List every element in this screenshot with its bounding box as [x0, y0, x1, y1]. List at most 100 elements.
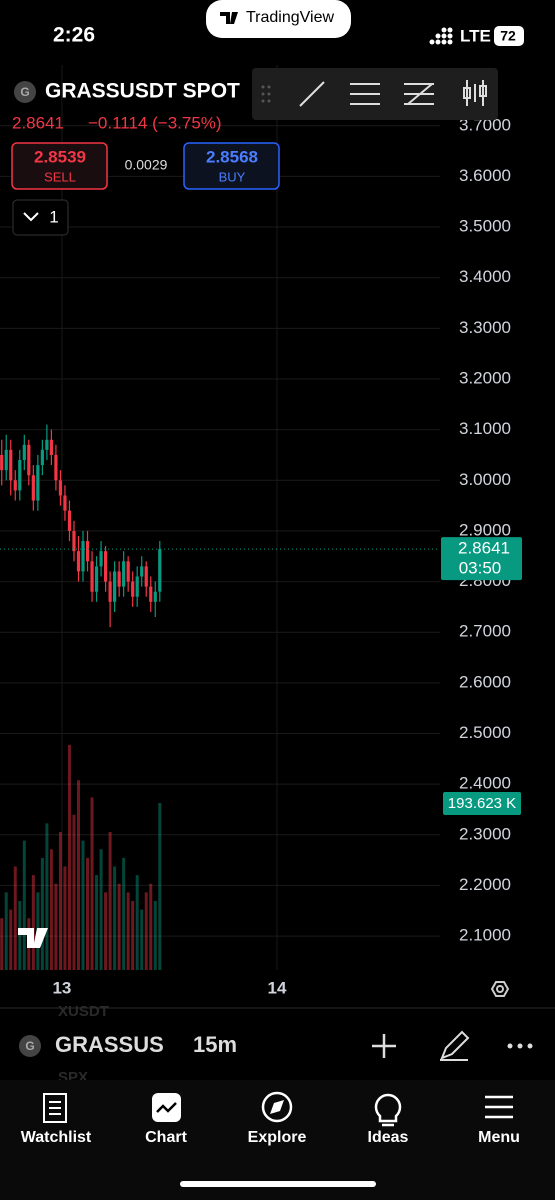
candle-tool[interactable] [463, 80, 487, 106]
fib-tool[interactable] [350, 83, 380, 105]
candle-body [85, 541, 90, 562]
candle-body [0, 454, 4, 471]
y-tick-label: 3.0000 [459, 470, 511, 489]
candle-body [153, 591, 157, 602]
volume-bar [144, 892, 148, 970]
candle-body [140, 566, 144, 577]
sell-label: SELL [44, 169, 76, 184]
candle-body [108, 581, 112, 602]
toolbar-handle [261, 85, 271, 103]
candle-body [45, 439, 49, 450]
volume-bar [13, 866, 17, 970]
candle-body [18, 460, 22, 491]
volume-bar [49, 849, 53, 970]
volume-bar [95, 875, 99, 970]
volume-bar [117, 883, 121, 970]
volume-bar [76, 780, 80, 970]
last-price: 2.8641 [12, 113, 64, 132]
candle-body [54, 454, 58, 481]
y-tick-label: 2.6000 [459, 672, 511, 691]
sell-price: 2.8539 [34, 147, 86, 166]
explore-icon [261, 1091, 293, 1123]
y-tick-label: 3.7000 [459, 115, 511, 134]
candle-body [13, 480, 17, 491]
symbol-button[interactable]: GRASSUS [55, 1032, 164, 1057]
volume-bar [131, 900, 135, 970]
volume-bar [126, 892, 130, 970]
symbol-icon-letter: G [25, 1039, 34, 1053]
network: LTE [460, 26, 491, 45]
battery [494, 26, 524, 46]
symbol-name: GRASSUSDT SPOT [45, 80, 240, 103]
menu-icon [485, 1095, 513, 1119]
buy-label: BUY [219, 169, 246, 184]
last-price-label: 2.8641 [458, 539, 510, 558]
x-tick-label: 14 [268, 978, 287, 997]
candle-body [135, 576, 139, 597]
volume-label-box [443, 791, 521, 815]
countdown: 03:50 [459, 559, 502, 578]
volume-bar [113, 866, 117, 970]
y-tick-label: 2.1000 [459, 926, 511, 945]
candle-body [103, 551, 108, 582]
buy-price: 2.8568 [206, 147, 258, 166]
price-change: −0.1114 (−3.75%) [88, 113, 222, 132]
candle-body [27, 444, 31, 476]
tv-watermark-dot [39, 928, 45, 934]
candle-body [49, 439, 53, 455]
chevron [23, 212, 39, 222]
buy-button[interactable] [183, 142, 280, 190]
clock: 2:26 [53, 24, 95, 47]
y-tick-label: 3.5000 [459, 217, 511, 236]
candle-body [144, 566, 148, 587]
tab-chart[interactable]: Chart [145, 1129, 187, 1146]
tab-explore[interactable]: Explore [248, 1129, 307, 1146]
interval-button[interactable]: 15m [193, 1032, 237, 1057]
volume-bar [72, 814, 76, 970]
home-indicator [180, 1181, 376, 1187]
volume-bar [58, 831, 62, 970]
indicator-toggle[interactable] [12, 199, 69, 236]
candle-body [4, 449, 8, 471]
chart-icon-line [156, 1102, 177, 1113]
signal-icon [429, 27, 453, 45]
chart-area: 2.1000 2.2000 2.3000 2.4000 2.5000 2.6000 2.70… [0, 65, 522, 997]
pattern-tool[interactable] [404, 83, 434, 105]
trend-line-tool[interactable] [299, 81, 325, 107]
symbol-icon [14, 81, 36, 103]
volume-bar [104, 892, 108, 970]
draw-button[interactable] [440, 1030, 470, 1061]
app-banner-text: TradingView [246, 9, 334, 26]
symbol-icon [19, 1035, 41, 1057]
y-tick-label: 3.6000 [459, 166, 511, 185]
volume-bar [0, 918, 4, 970]
volume-bar [81, 840, 85, 970]
ideas-icon [374, 1093, 402, 1127]
candle-body [117, 571, 121, 587]
sell-button[interactable] [11, 142, 108, 190]
settings-dot [496, 985, 504, 993]
y-tick-label: 2.7000 [459, 622, 511, 641]
candle-body [9, 449, 13, 481]
explore-needle [270, 1100, 284, 1114]
y-tick-label: 2.3000 [459, 824, 511, 843]
candle-body [40, 449, 44, 466]
settings-button[interactable] [490, 981, 510, 997]
more-button[interactable] [507, 1043, 533, 1049]
volume-bar [4, 892, 8, 970]
y-tick-label: 3.4000 [459, 267, 511, 286]
volume-bar [108, 831, 112, 970]
app-banner [206, 0, 351, 38]
volume-bar [54, 883, 58, 970]
tab-menu[interactable]: Menu [478, 1129, 520, 1146]
y-tick-label: 3.3000 [459, 318, 511, 337]
tab-watchlist[interactable]: Watchlist [21, 1129, 92, 1146]
candle-body [99, 551, 103, 567]
add-button[interactable] [372, 1034, 396, 1058]
candle-body [22, 444, 26, 461]
volume-bar [149, 883, 153, 970]
battery-level: 72 [500, 28, 516, 44]
tab-ideas[interactable]: Ideas [368, 1129, 409, 1146]
volume-label: 193.623 K [448, 795, 516, 812]
y-tick-label: 2.2000 [459, 875, 511, 894]
